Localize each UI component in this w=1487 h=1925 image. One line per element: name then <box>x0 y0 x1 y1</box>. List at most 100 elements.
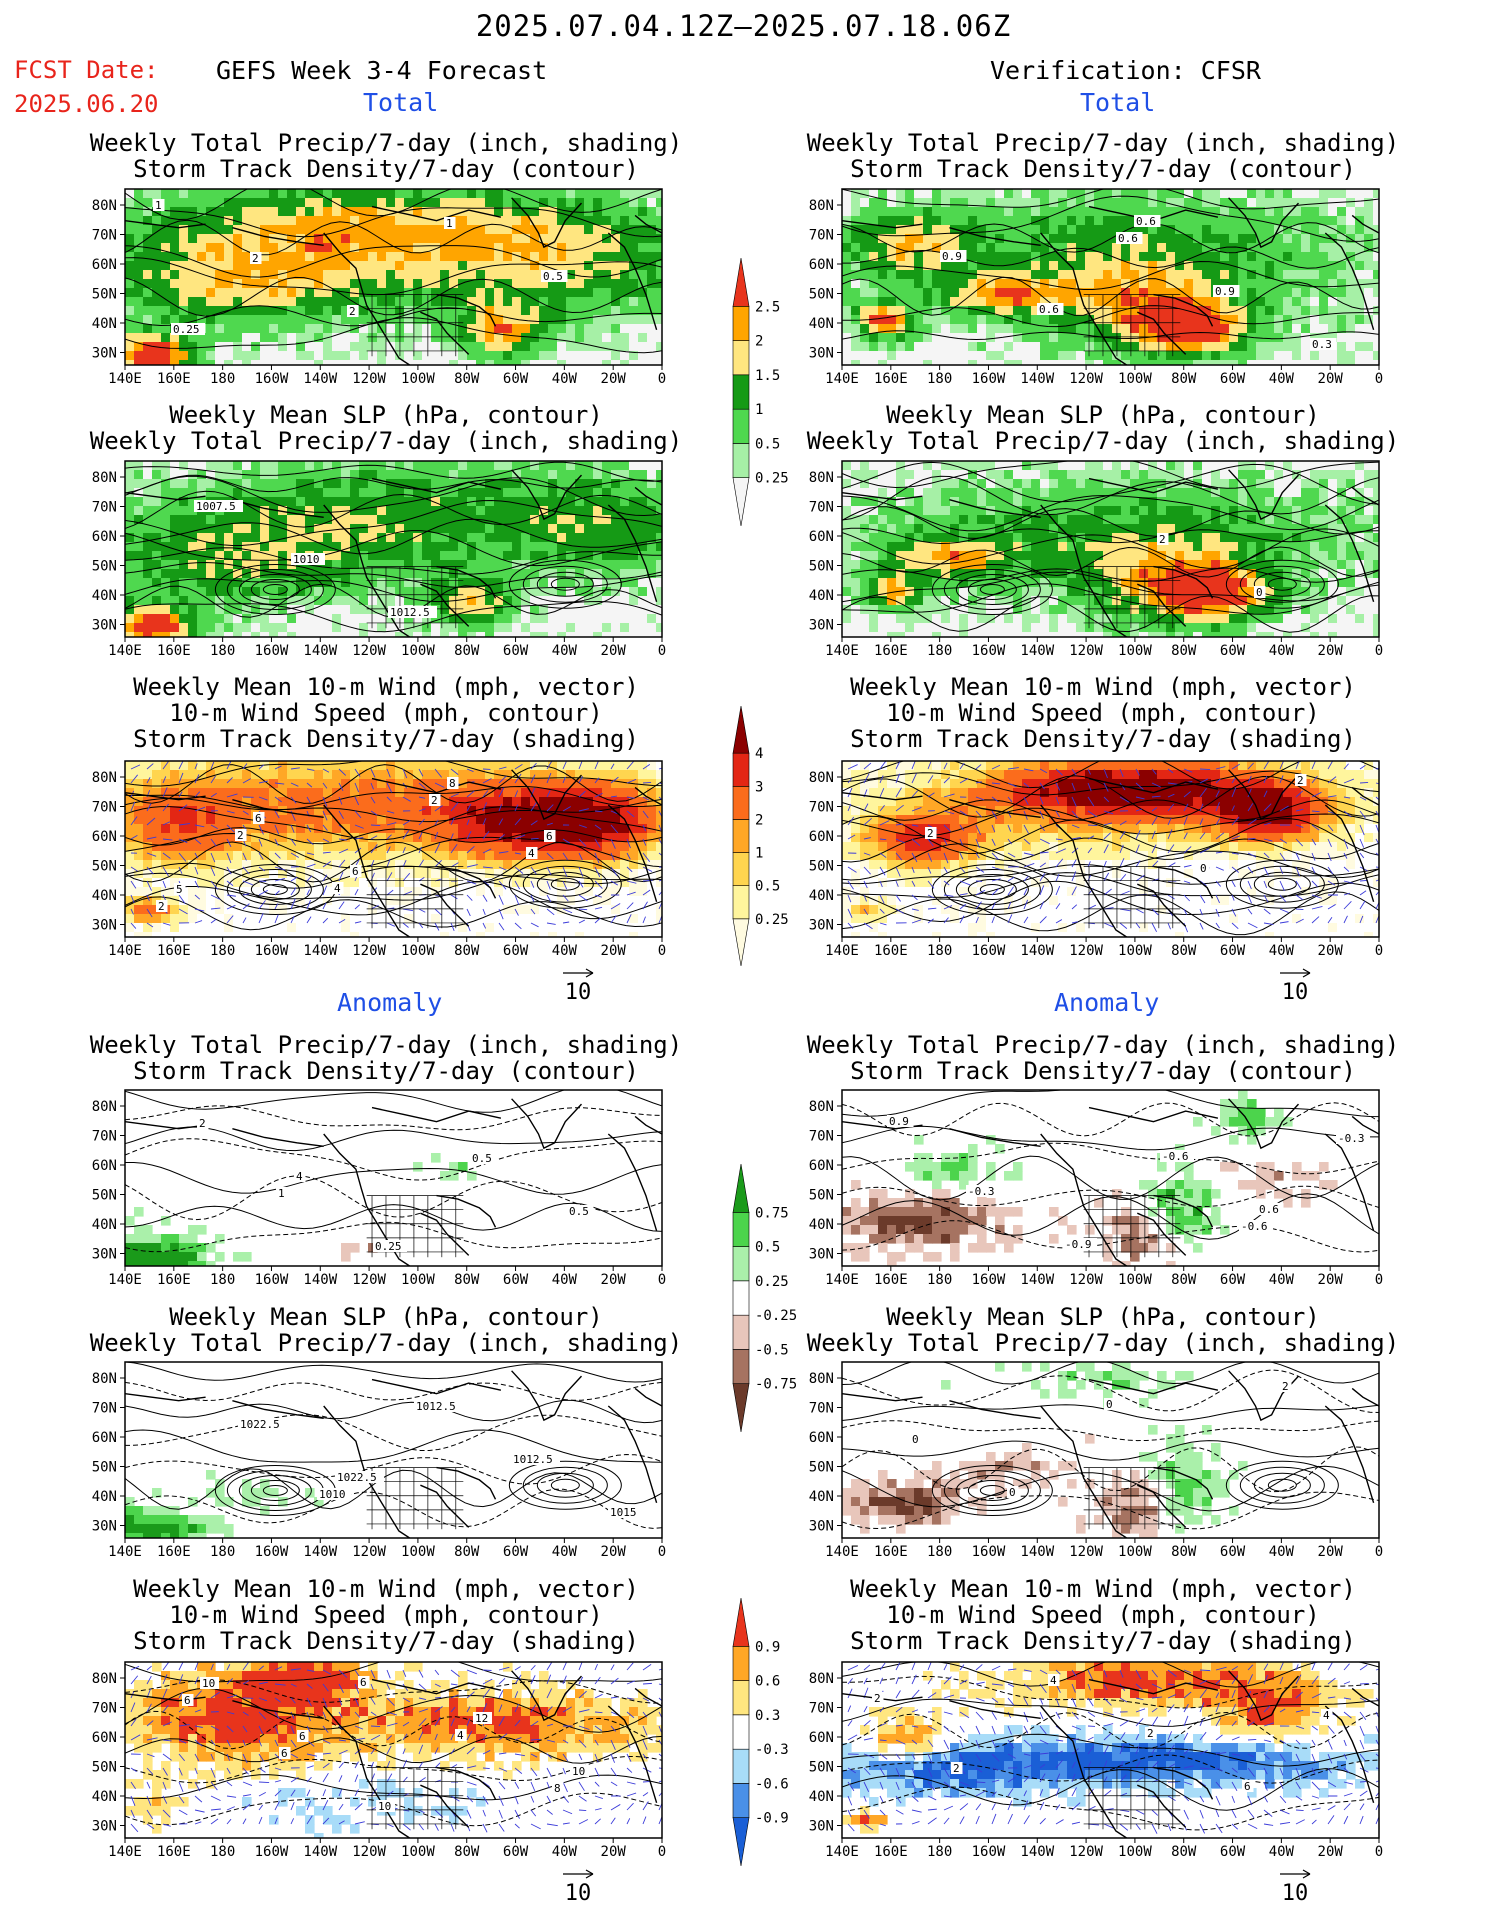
shade-cell <box>134 479 144 489</box>
shade-cell <box>188 189 198 199</box>
shade-cell <box>134 878 144 888</box>
shade-cell <box>593 932 603 937</box>
shade-cell <box>548 932 558 937</box>
shade-cell <box>260 470 270 480</box>
shade-cell <box>314 488 324 498</box>
shade-cell <box>503 279 513 289</box>
shade-cell <box>125 806 135 816</box>
shade-cell <box>557 234 567 244</box>
wind-vector <box>242 866 250 875</box>
shade-cell <box>215 824 225 834</box>
shade-cell <box>179 306 189 316</box>
shade-cell <box>395 1725 405 1735</box>
shade-cell <box>278 1662 288 1672</box>
shade-cell <box>278 461 288 471</box>
shade-cell <box>656 851 662 861</box>
shade-cell <box>332 596 342 606</box>
shade-cell <box>449 297 459 307</box>
shade-cell <box>332 297 342 307</box>
shade-cell <box>476 524 486 534</box>
shade-cell <box>458 770 468 780</box>
shade-cell <box>593 261 603 271</box>
shade-cell <box>647 779 657 789</box>
shade-cell <box>143 488 153 498</box>
shade-cell <box>494 824 504 834</box>
shade-cell <box>287 351 297 361</box>
shade-cell <box>449 189 459 199</box>
shade-cell <box>386 560 396 570</box>
shade-cell <box>557 315 567 325</box>
shade-cell <box>242 279 252 289</box>
shade-cell <box>413 497 423 507</box>
shade-cell <box>368 306 378 316</box>
shade-cell <box>386 351 396 361</box>
shade-cell <box>188 288 198 298</box>
shade-cell <box>287 1752 297 1762</box>
shade-cell <box>125 360 135 365</box>
shade-cell <box>161 1806 171 1816</box>
shade-cell <box>539 506 549 516</box>
shade-cell <box>170 479 180 489</box>
shade-cell <box>134 324 144 334</box>
shade-cell <box>602 569 612 579</box>
shade-cell <box>152 779 162 789</box>
shade-cell <box>584 632 594 637</box>
shade-cell <box>314 605 324 615</box>
shade-cell <box>152 806 162 816</box>
shade-cell <box>476 761 486 771</box>
shade-cell <box>323 614 333 624</box>
shade-cell <box>134 905 144 915</box>
shade-cell <box>350 1671 360 1681</box>
shade-cell <box>503 306 513 316</box>
shade-cell <box>449 905 459 915</box>
coastline <box>420 583 470 627</box>
shade-cell <box>611 225 621 235</box>
shade-cell <box>440 761 450 771</box>
shade-cell <box>584 614 594 624</box>
shade-cell <box>377 198 387 208</box>
contour-line <box>125 317 662 354</box>
shade-cell <box>386 1707 396 1717</box>
shade-cell <box>503 252 513 262</box>
shade-cell <box>206 851 216 861</box>
shade-cell <box>323 351 333 361</box>
wind-vector <box>530 894 535 902</box>
shade-cell <box>161 1716 171 1726</box>
shade-cell <box>368 524 378 534</box>
shade-cell <box>188 225 198 235</box>
shade-cell <box>206 189 216 199</box>
shade-cell <box>539 315 549 325</box>
shade-cell <box>521 842 531 852</box>
shade-cell <box>278 333 288 343</box>
shade-cell <box>161 297 171 307</box>
wind-vector <box>530 801 538 812</box>
shade-cell <box>422 1743 432 1753</box>
shade-cell <box>332 779 342 789</box>
shade-cell <box>647 797 657 807</box>
shade-cell <box>638 923 648 933</box>
shade-cell <box>341 1743 351 1753</box>
shade-cell <box>584 788 594 798</box>
shade-cell <box>287 342 297 352</box>
shade-cell <box>647 887 657 897</box>
wind-vector <box>546 880 551 890</box>
shade-cell <box>620 324 630 334</box>
shade-cell <box>593 1716 603 1726</box>
contour-line <box>125 764 662 804</box>
shade-cell <box>602 533 612 543</box>
shade-cell <box>494 623 504 633</box>
shade-cell <box>377 306 387 316</box>
shade-cell <box>215 1752 225 1762</box>
shade-cell <box>179 288 189 298</box>
shade-cell <box>368 1752 378 1762</box>
shade-cell <box>467 515 477 525</box>
shade-cell <box>323 216 333 226</box>
shade-cell <box>413 560 423 570</box>
shade-cell <box>629 342 639 352</box>
shade-cell <box>341 1689 351 1699</box>
shade-cell <box>305 632 315 637</box>
wind-vector <box>578 866 584 877</box>
shade-cell <box>476 1734 486 1744</box>
shade-cell <box>566 1707 576 1717</box>
shade-cell <box>188 1243 198 1253</box>
